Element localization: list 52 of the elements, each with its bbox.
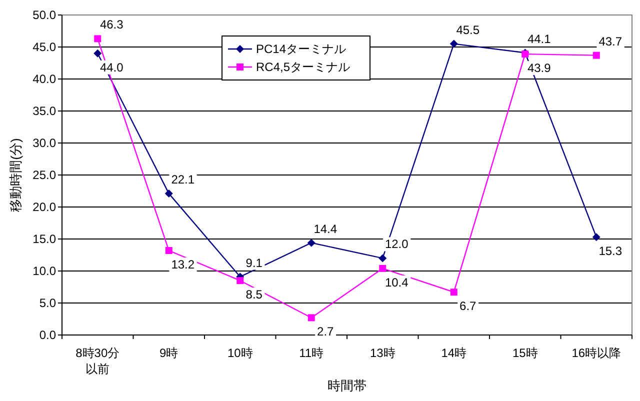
data-label: 13.2 (171, 258, 195, 272)
point (592, 52, 600, 59)
x-axis-title: 時間帯 (328, 378, 366, 393)
data-label: 10.4 (384, 275, 409, 290)
point (165, 247, 172, 254)
point (592, 233, 600, 242)
data-label: 12.0 (384, 237, 409, 252)
data-label: 14.4 (314, 222, 338, 236)
y-tick-label: 20.0 (32, 200, 56, 214)
y-axis-title: 移動時間(分) (8, 138, 23, 212)
y-tick-label: 25.0 (32, 168, 56, 182)
data-label: 44.1 (527, 32, 552, 46)
point (308, 314, 315, 322)
y-tick-label: 5.0 (39, 296, 56, 310)
data-label: 8.5 (246, 288, 263, 302)
point (94, 49, 102, 58)
x-tick-label: 13時 (370, 346, 396, 360)
y-tick-label: 0.0 (39, 328, 56, 342)
x-tick-label: 16時以降 (572, 346, 622, 360)
point (307, 238, 316, 247)
data-label: 43.7 (598, 34, 622, 48)
data-label: 9.1 (246, 256, 263, 270)
y-tick-label: 10.0 (32, 264, 56, 278)
point (164, 190, 173, 198)
data-label: 46.3 (100, 18, 124, 32)
y-tick-label: 15.0 (32, 232, 56, 246)
y-tick-label: 35.0 (32, 104, 56, 118)
x-tick-label: 15時 (512, 346, 538, 360)
legend-label: PC14ターミナル (256, 42, 346, 56)
point (378, 254, 387, 262)
y-tick-label: 45.0 (32, 40, 56, 54)
data-label: 45.5 (456, 22, 480, 37)
point (379, 264, 386, 272)
x-tick-label: 9時 (160, 346, 178, 360)
x-tick-label: 10時 (227, 346, 253, 360)
data-label: 44.0 (100, 60, 124, 74)
y-tick-label: 40.0 (32, 72, 56, 86)
y-tick-label: 30.0 (32, 136, 56, 150)
point (450, 40, 458, 48)
point (236, 277, 244, 284)
point (94, 35, 102, 42)
data-label: 6.7 (460, 299, 477, 314)
point (450, 288, 458, 296)
legend-label: RC4,5ターミナル (256, 60, 350, 74)
x-tick-label: 8時30分以前 (76, 346, 120, 376)
data-label: 22.1 (171, 172, 195, 187)
data-label: 15.3 (598, 244, 622, 258)
y-tick-label: 50.0 (32, 8, 56, 22)
x-tick-label: 11時 (299, 346, 324, 360)
data-label: 43.9 (527, 61, 552, 76)
data-label: 2.7 (317, 324, 334, 339)
x-tick-label: 14時 (441, 346, 467, 360)
